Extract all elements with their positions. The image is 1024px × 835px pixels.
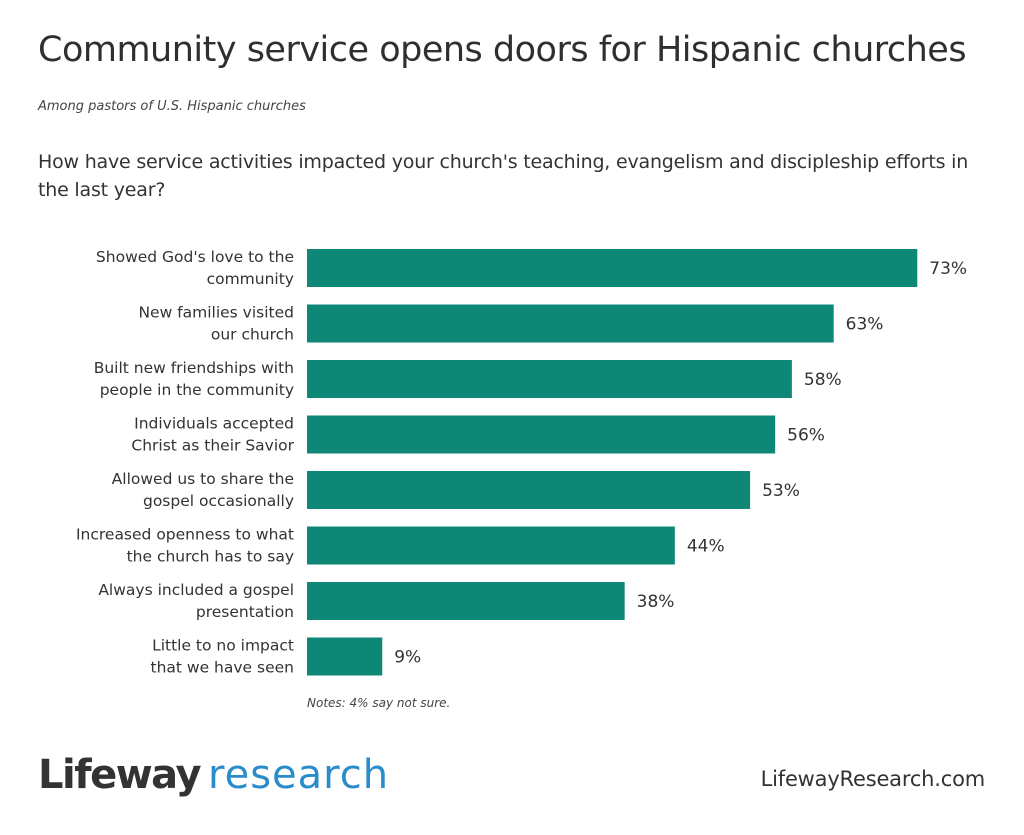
category-label: Allowed us to share the gospel occasional… xyxy=(112,470,294,510)
lifeway-research-logo: Lifeway research xyxy=(38,752,389,798)
value-label: 44% xyxy=(687,537,725,557)
bar xyxy=(307,471,751,509)
category-label: Increased openness to what the church has… xyxy=(76,526,294,566)
chart-subtitle: Among pastors of U.S. Hispanic churches xyxy=(38,99,306,114)
category-label: Always included a gospel presentation xyxy=(98,581,294,621)
value-label: 38% xyxy=(637,592,675,612)
bar xyxy=(307,582,625,620)
value-label: 56% xyxy=(787,426,825,446)
category-label: Individuals accepted Christ as their Savi… xyxy=(131,415,294,455)
value-label: 53% xyxy=(762,481,800,501)
value-label: 9% xyxy=(394,648,421,668)
category-label: Built new friendships with people in the … xyxy=(94,359,294,399)
chart-title: Community service opens doors for Hispan… xyxy=(38,30,967,70)
bar xyxy=(307,304,834,343)
category-label: New families visited our church xyxy=(138,304,294,344)
value-label: 63% xyxy=(846,315,884,335)
value-label: 73% xyxy=(929,259,967,279)
bar xyxy=(307,526,675,565)
bar xyxy=(307,249,918,287)
value-label: 58% xyxy=(804,370,842,390)
logo-lifeway: Lifeway xyxy=(38,752,202,798)
bar xyxy=(307,360,792,398)
website-url[interactable]: LifewayResearch.com xyxy=(760,767,986,791)
bar xyxy=(307,637,383,676)
chart-notes: Notes: 4% say not sure. xyxy=(307,696,451,710)
bar xyxy=(307,415,776,454)
survey-question: How have service activities impacted you… xyxy=(38,151,969,201)
category-label: Little to no impact that we have seen xyxy=(151,637,294,677)
category-label: Showed God's love to the community xyxy=(96,248,294,288)
logo-research: research xyxy=(208,752,390,798)
